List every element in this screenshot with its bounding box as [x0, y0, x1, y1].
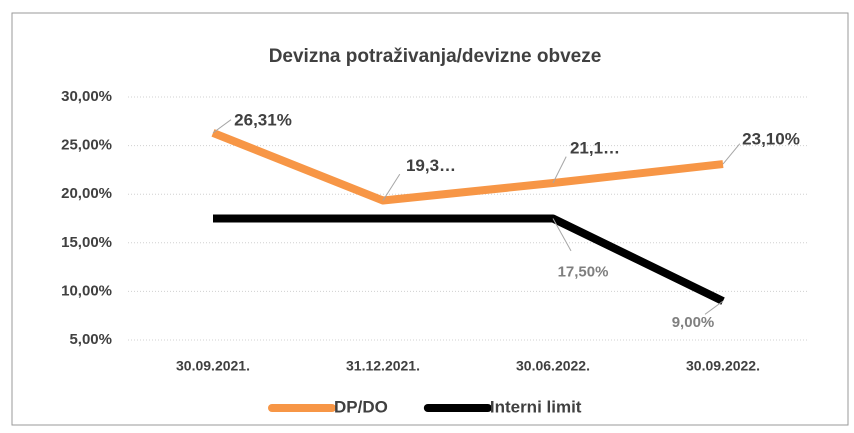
x-tick-label: 31.12.2021. [346, 358, 420, 374]
legend-label: Interni limit [490, 397, 582, 416]
data-label: 9,00% [672, 314, 715, 331]
leader-line [382, 173, 401, 201]
y-tick-label: 15,00% [61, 234, 112, 251]
chart-title: Devizna potraživanja/devizne obveze [269, 46, 602, 67]
data-label: 21,1… [570, 139, 620, 158]
x-tick-label: 30.09.2021. [176, 358, 250, 374]
leader-line [552, 156, 567, 184]
line-series [213, 214, 725, 305]
data-label: 23,10% [742, 130, 800, 149]
x-tick-label: 30.06.2022. [516, 358, 590, 374]
line-series [211, 129, 724, 205]
leader-line [212, 119, 232, 134]
leader-line [722, 143, 741, 165]
y-tick-label: 5,00% [69, 331, 112, 348]
leader-line [552, 218, 572, 252]
data-label: 17,50% [558, 263, 609, 280]
y-tick-label: 10,00% [61, 282, 112, 299]
leader-line [704, 300, 724, 315]
x-tick-label: 30.09.2022. [686, 358, 760, 374]
y-tick-label: 30,00% [61, 88, 112, 105]
y-tick-label: 20,00% [61, 185, 112, 202]
y-tick-label: 25,00% [61, 137, 112, 154]
data-label: 26,31% [234, 110, 292, 129]
legend-label: DP/DO [334, 397, 388, 416]
data-label: 19,3… [406, 156, 456, 175]
